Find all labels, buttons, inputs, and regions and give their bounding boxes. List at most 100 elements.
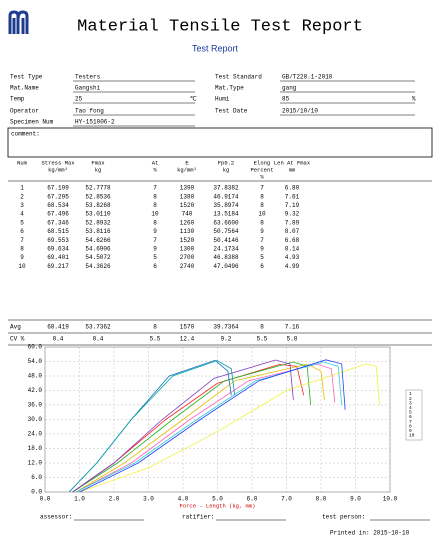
legend-entry: 2 [409, 396, 412, 402]
summary-cell: 5.8 [287, 336, 298, 343]
info-label: Temp [10, 96, 25, 103]
column-header: Elong [254, 159, 271, 166]
column-header: kg [223, 166, 230, 173]
legend-entry: 3 [409, 400, 412, 406]
table-cell: 10 [18, 263, 26, 270]
column-header: mm [289, 166, 296, 173]
table-cell: 8 [20, 245, 24, 252]
table-cell: 8 [260, 219, 264, 226]
logo [8, 10, 29, 34]
table-cell: 3 [20, 202, 24, 209]
table-cell: 9 [260, 228, 264, 235]
table-cell: 9 [260, 245, 264, 252]
table-cell: 8 [153, 202, 157, 209]
summary-cell: 7.16 [285, 324, 300, 331]
info-value: Gangshi [75, 85, 101, 92]
table-cell: 6.80 [285, 185, 300, 192]
table-cell: 9 [153, 228, 157, 235]
table-cell: 9.32 [285, 211, 300, 218]
x-tick-label: 9.0 [350, 496, 361, 503]
info-value: HY-151006-2 [75, 119, 115, 126]
x-tick-label: 2.0 [109, 496, 120, 503]
report-title: Material Tensile Test Report [77, 17, 363, 36]
y-tick-label: 6.0 [31, 474, 42, 481]
summary-cell: CV % [10, 336, 25, 343]
x-tick-label: 4.0 [178, 496, 189, 503]
data-line [75, 363, 336, 493]
x-tick-label: 5.0 [212, 496, 223, 503]
info-value: Testers [75, 74, 101, 81]
y-tick-label: 36.0 [28, 402, 43, 409]
summary-cell: 5.5 [150, 336, 161, 343]
table-cell: 46.8388 [213, 254, 239, 261]
table-cell: 67.346 [47, 219, 69, 226]
table-cell: 63.6600 [213, 219, 239, 226]
y-tick-label: 24.0 [28, 431, 43, 438]
report-subtitle: Test Report [192, 43, 239, 53]
legend-entry: 9 [409, 428, 412, 434]
x-tick-label: 8.0 [316, 496, 327, 503]
table-cell: 54.6266 [85, 237, 111, 244]
info-value: GB/T228.1-2010 [282, 74, 333, 81]
table-cell: 24.1734 [213, 245, 239, 252]
column-header: % [153, 166, 157, 173]
column-header: Len At Fmax [274, 159, 311, 166]
table-cell: 5 [20, 219, 24, 226]
legend-box [405, 389, 423, 441]
table-cell: 54.3626 [85, 263, 111, 270]
table-cell: 53.0110 [85, 211, 111, 218]
table-cell: 4 [20, 211, 24, 218]
info-label: Test Type [10, 74, 43, 81]
table-cell: 9 [20, 254, 24, 261]
comment-label: comment: [11, 131, 40, 138]
data-line [68, 360, 236, 493]
y-tick-label: 18.0 [28, 445, 43, 452]
table-cell: 5 [153, 254, 157, 261]
data-line [68, 359, 232, 493]
x-tick-label: 10.0 [383, 496, 398, 503]
table-cell: 8 [260, 193, 264, 200]
table-cell: 7 [20, 237, 24, 244]
table-cell: 1260 [180, 219, 195, 226]
column-header: At [152, 159, 159, 166]
summary-cell: 0.4 [53, 336, 64, 343]
table-cell: 740 [182, 211, 193, 218]
data-line [79, 359, 346, 493]
summary-cell: Avg [10, 324, 21, 331]
table-cell: 8 [153, 193, 157, 200]
table-cell: 1520 [180, 202, 195, 209]
y-tick-label: 54.0 [28, 358, 43, 365]
table-cell: 1380 [180, 193, 195, 200]
table-cell: 1 [20, 185, 24, 192]
table-cell: 4.93 [285, 254, 300, 261]
column-header: Fp0.2 [218, 159, 235, 166]
column-header: Num [17, 159, 28, 166]
plot-frame [44, 346, 391, 493]
column-header: kg/mm² [48, 166, 68, 173]
info-label: Humi [215, 96, 230, 103]
x-axis-label: Force - Length (kg, mm) [180, 502, 256, 509]
info-label: Mat.Name [10, 85, 39, 92]
y-tick-label: 0.0 [31, 489, 42, 496]
table-cell: 46.9174 [213, 193, 239, 200]
table-cell: 10 [151, 211, 159, 218]
summary-cell: 68.419 [47, 324, 69, 331]
info-value: gang [282, 85, 297, 92]
table-cell: 69.401 [47, 254, 69, 261]
table-cell: 10 [258, 211, 266, 218]
table-cell: 1520 [180, 237, 195, 244]
info-value: Tao fong [75, 108, 104, 115]
summary-cell: 53.7362 [85, 324, 111, 331]
signature-label: test person: [322, 514, 365, 521]
table-cell: 7.61 [285, 193, 300, 200]
table-cell: 6.68 [285, 237, 300, 244]
info-value: 25 [75, 96, 83, 103]
table-cell: 50.7564 [213, 228, 239, 235]
legend-entry: 7 [409, 419, 412, 425]
legend-entry: 6 [409, 414, 412, 420]
table-cell: 1390 [180, 185, 195, 192]
table-cell: 13.5184 [213, 211, 239, 218]
table-cell: 7 [153, 185, 157, 192]
table-cell: 7.89 [285, 219, 300, 226]
